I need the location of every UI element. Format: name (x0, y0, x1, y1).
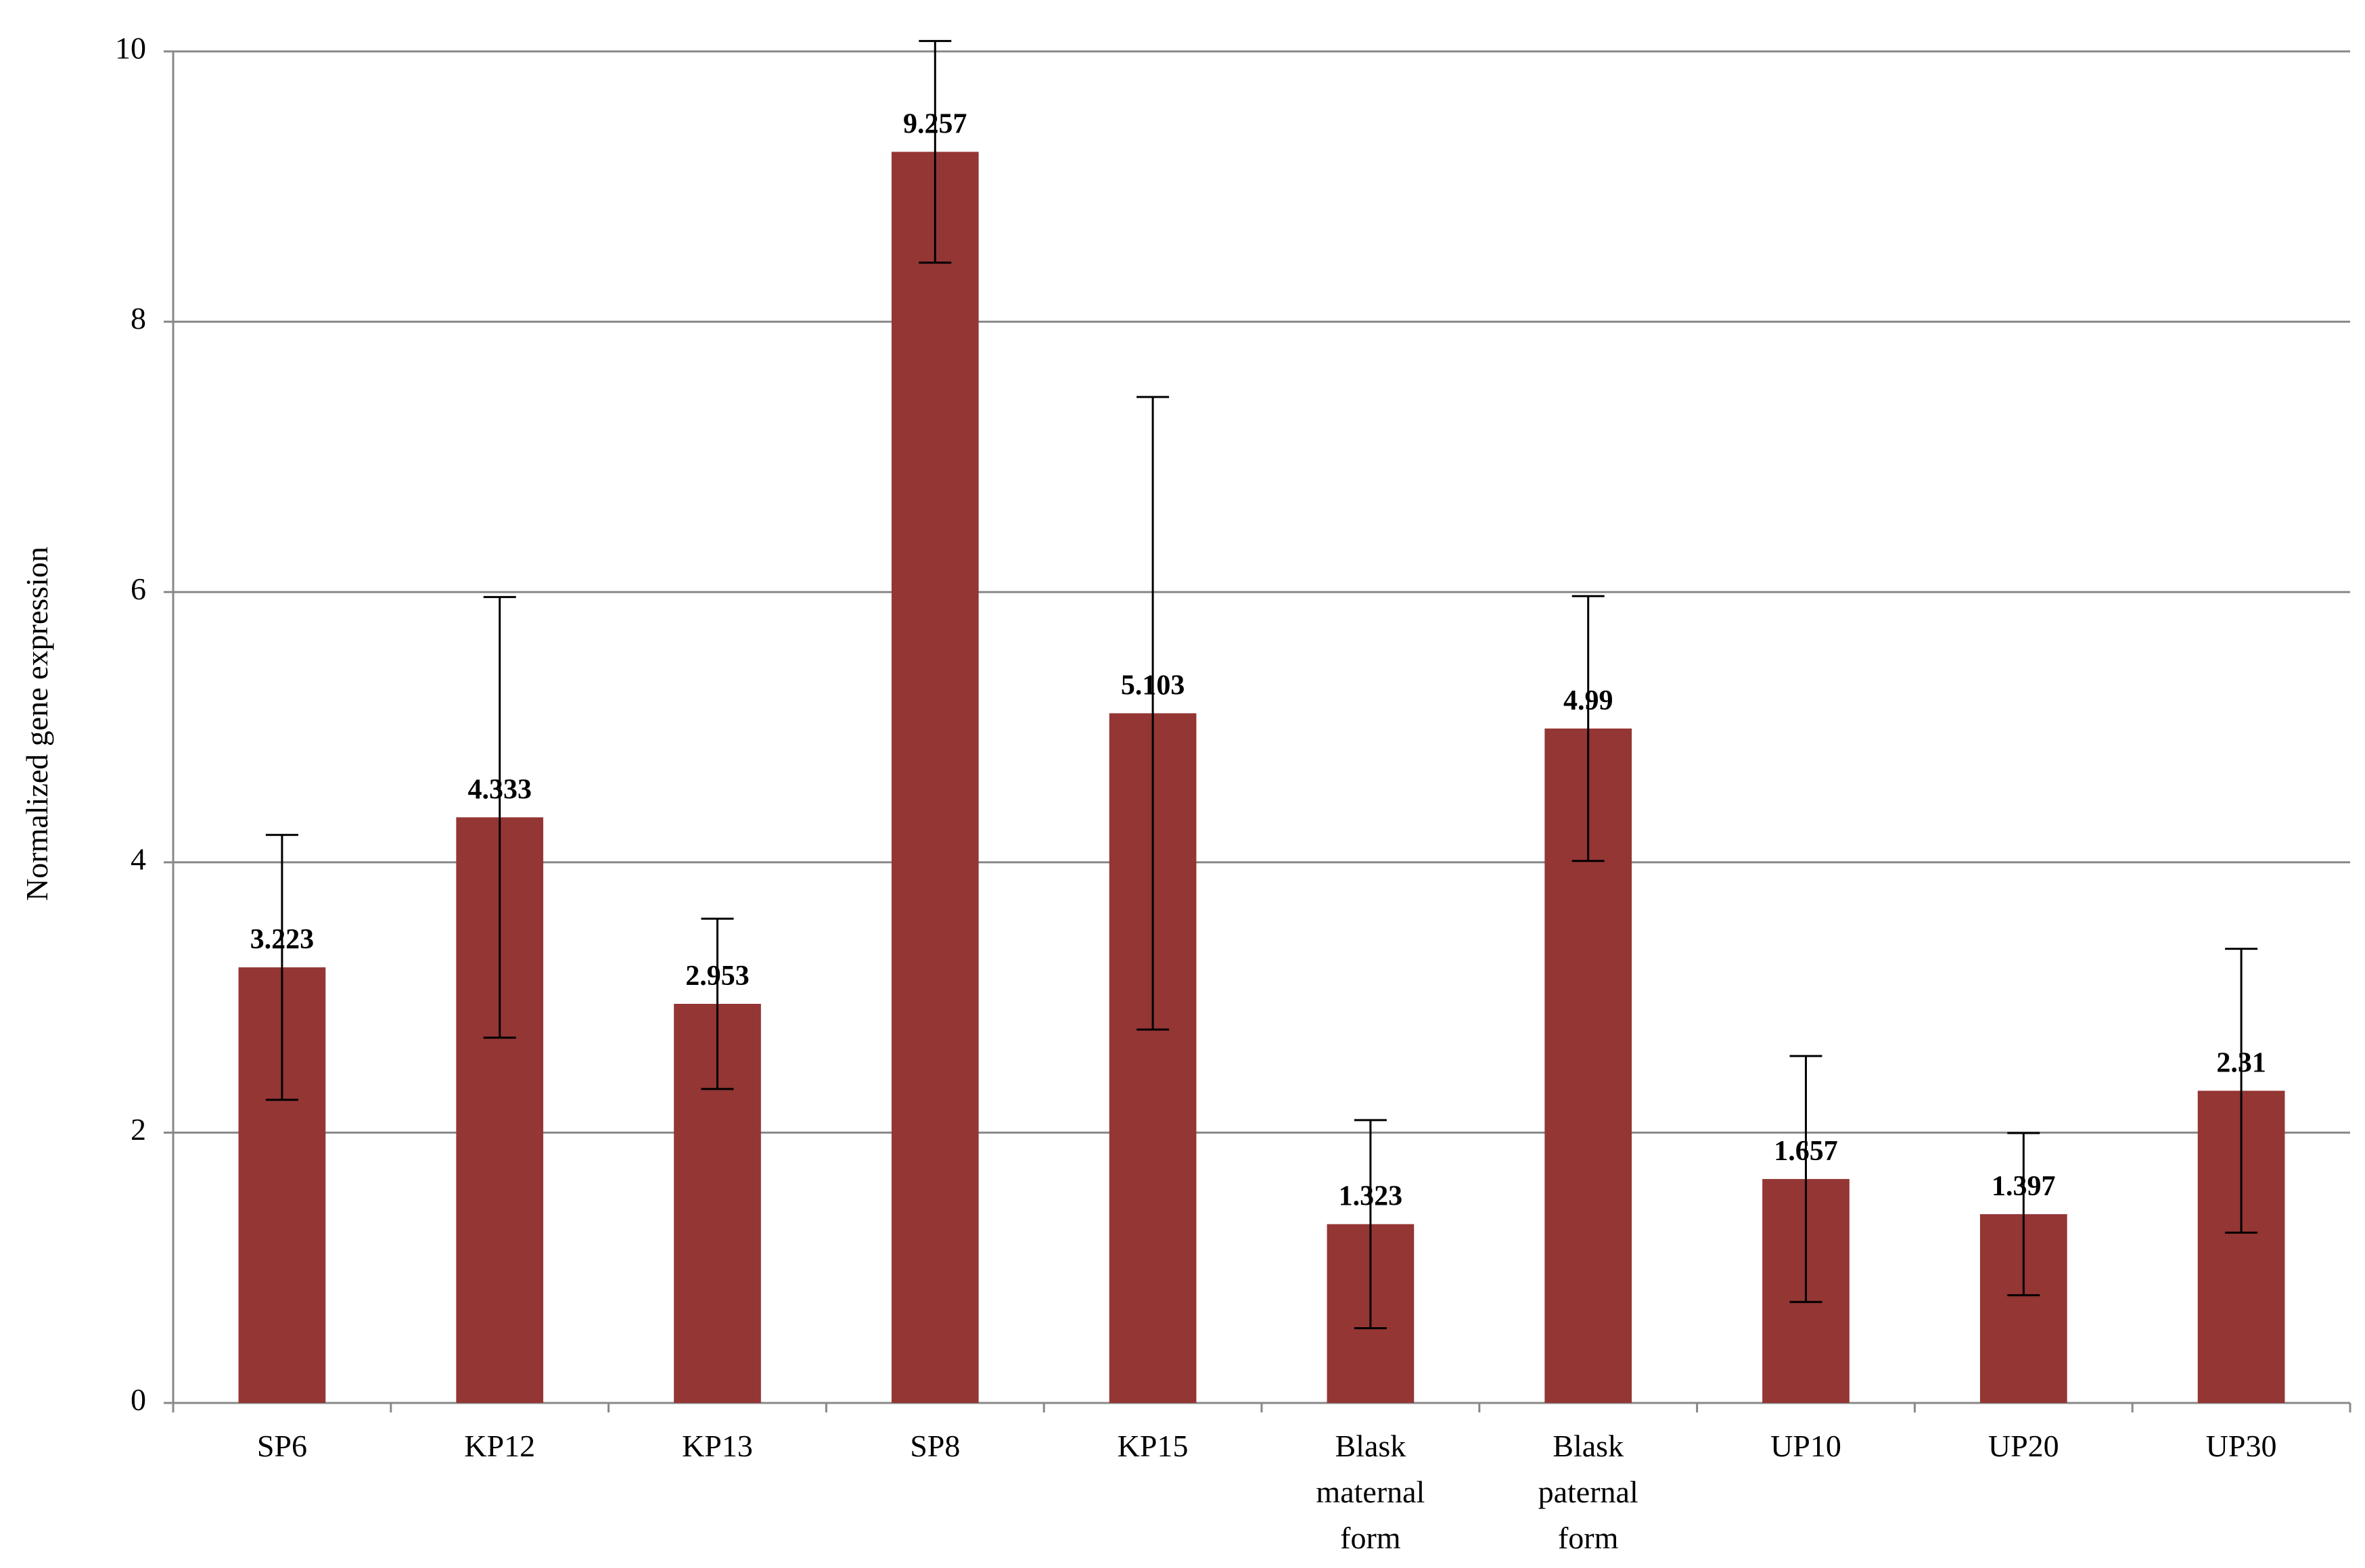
y-tick-label: 2 (131, 1112, 146, 1147)
x-tick-label: KP15 (1117, 1429, 1189, 1463)
x-tick-label: SP8 (910, 1429, 961, 1463)
y-tick-label: 10 (115, 31, 146, 66)
x-tick-label: UP10 (1770, 1429, 1841, 1463)
x-tick-label: KP12 (464, 1429, 536, 1463)
value-label: 3.223 (250, 924, 315, 955)
x-tick-label: Blask paternal form (1538, 1429, 1638, 1555)
x-tick-label: UP20 (1988, 1429, 2059, 1463)
x-tick-label: KP13 (682, 1429, 753, 1463)
value-label: 5.103 (1121, 670, 1185, 701)
x-tick-label: SP6 (256, 1429, 307, 1463)
y-tick-label: 6 (131, 572, 146, 606)
value-label: 2.31 (2216, 1047, 2266, 1078)
bar (891, 152, 979, 1403)
y-tick-label: 8 (131, 301, 146, 336)
y-tick-label: 0 (131, 1383, 146, 1417)
value-label: 1.397 (1992, 1171, 2056, 1202)
x-tick-label: Blask maternal form (1316, 1429, 1425, 1555)
value-label: 1.323 (1339, 1181, 1403, 1212)
y-tick-label: 4 (131, 841, 146, 876)
x-tick-label: UP30 (2205, 1429, 2277, 1463)
value-label: 1.657 (1774, 1136, 1838, 1167)
value-label: 4.333 (467, 774, 532, 805)
y-axis-title: Normalized gene expression (20, 547, 54, 901)
value-label: 4.99 (1563, 685, 1613, 716)
value-label: 2.953 (685, 961, 750, 992)
value-label: 9.257 (903, 108, 967, 139)
